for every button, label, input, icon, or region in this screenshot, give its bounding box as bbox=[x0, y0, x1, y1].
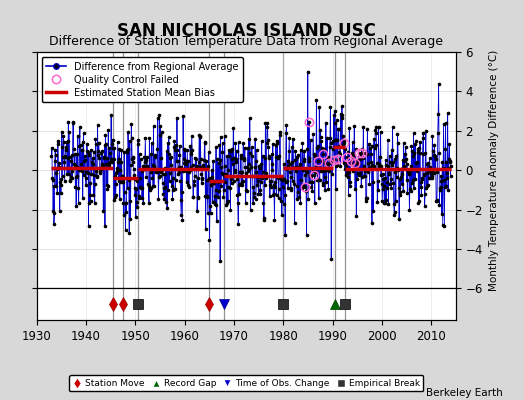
Text: SAN NICHOLAS ISLAND USC: SAN NICHOLAS ISLAND USC bbox=[117, 22, 376, 40]
Y-axis label: Monthly Temperature Anomaly Difference (°C): Monthly Temperature Anomaly Difference (… bbox=[488, 50, 498, 291]
Text: Difference of Station Temperature Data from Regional Average: Difference of Station Temperature Data f… bbox=[49, 35, 443, 48]
Legend: Station Move, Record Gap, Time of Obs. Change, Empirical Break: Station Move, Record Gap, Time of Obs. C… bbox=[69, 375, 423, 392]
Text: Berkeley Earth: Berkeley Earth bbox=[427, 388, 503, 398]
Legend: Difference from Regional Average, Quality Control Failed, Estimated Station Mean: Difference from Regional Average, Qualit… bbox=[41, 57, 243, 102]
